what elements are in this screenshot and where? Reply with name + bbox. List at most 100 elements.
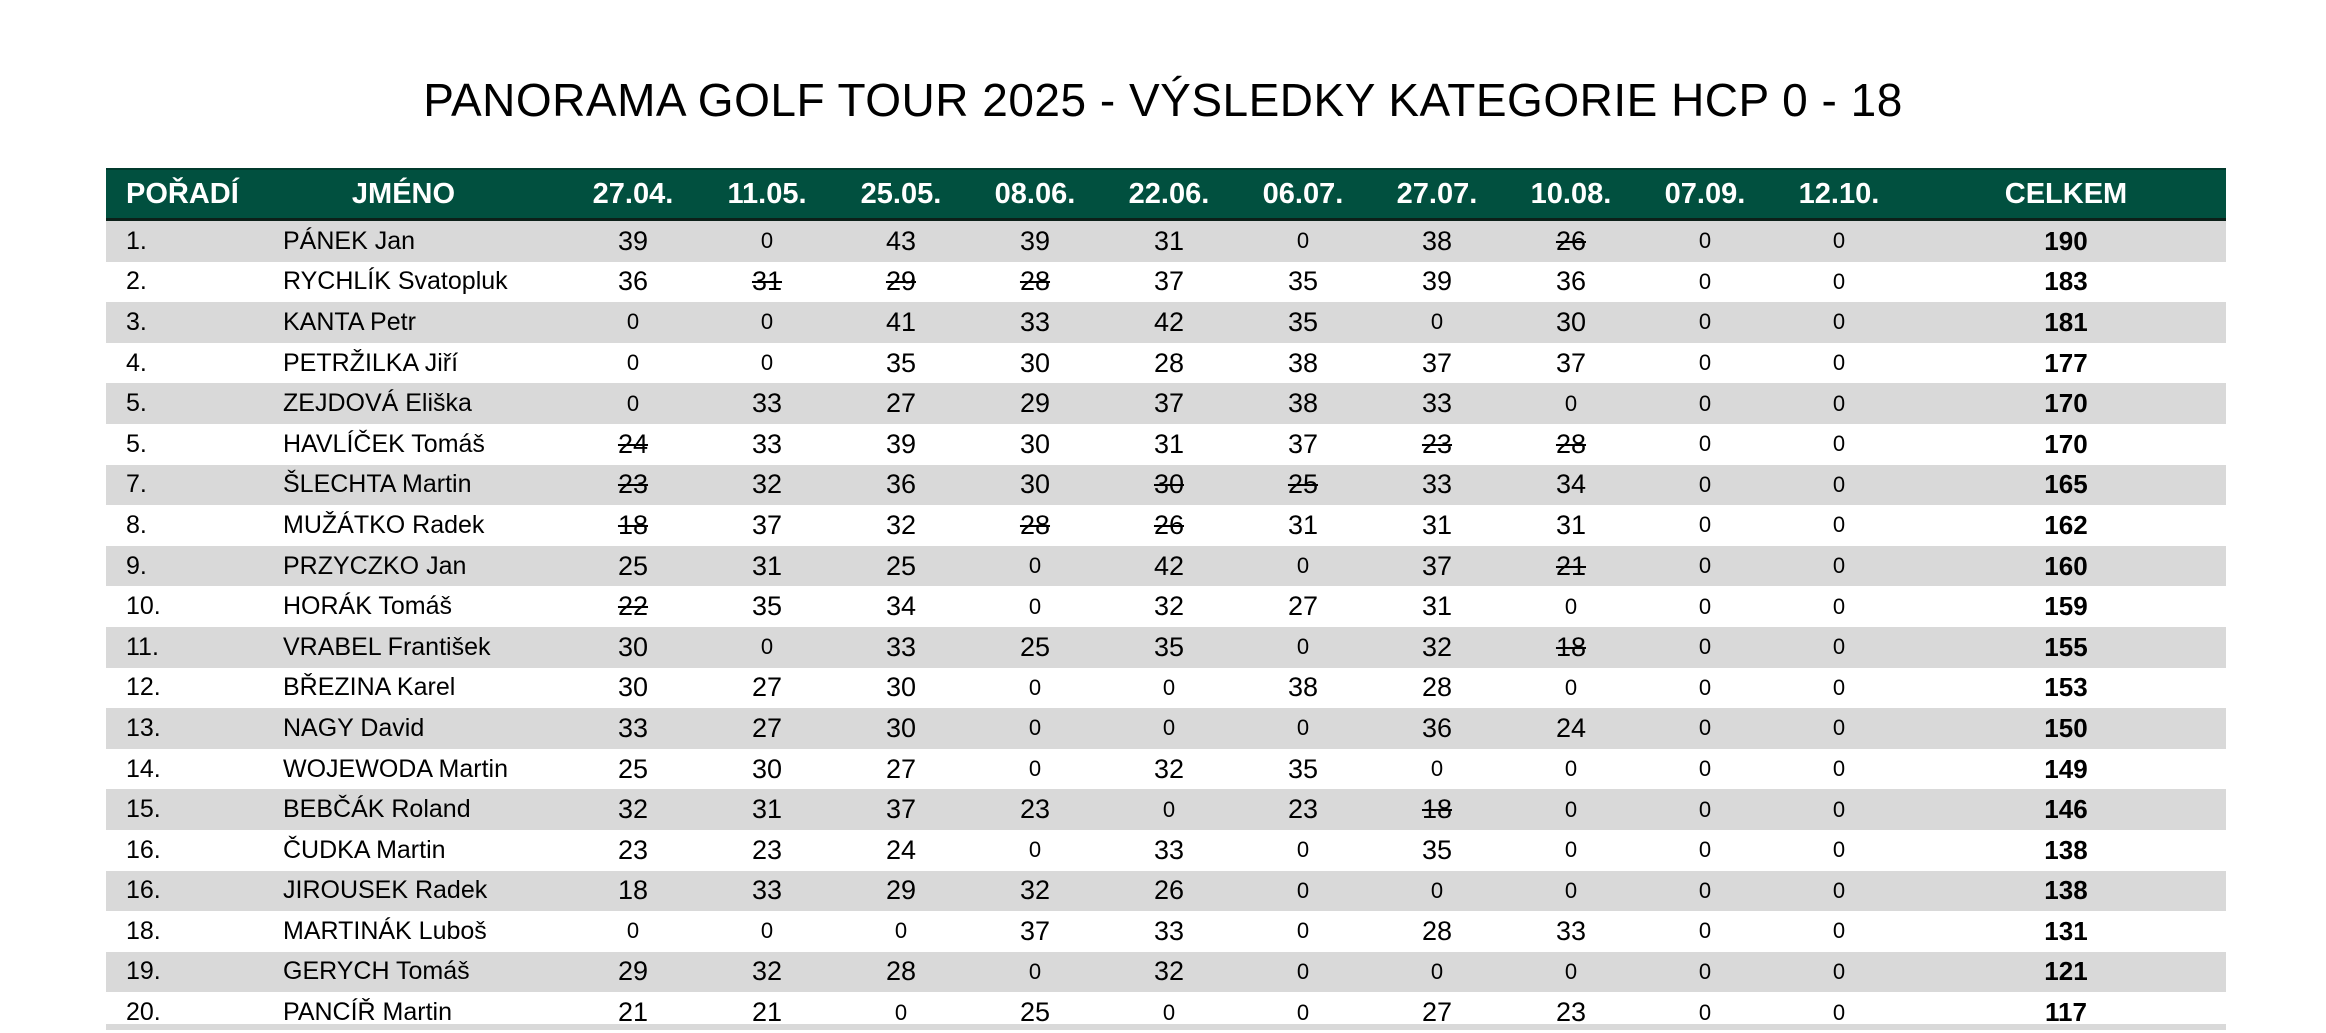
score-cell: 0 — [968, 708, 1102, 749]
rank-cell: 15. — [106, 789, 241, 830]
score-cell: 38 — [1236, 383, 1370, 424]
score-cell: 0 — [1370, 870, 1504, 912]
score-cell: 0 — [1638, 261, 1772, 303]
score-cell: 0 — [1638, 383, 1772, 424]
player-name-cell: RYCHLÍK Svatopluk — [241, 261, 566, 303]
score-cell: 30 — [1504, 302, 1638, 343]
score-cell: 0 — [1638, 708, 1772, 749]
score-cell: 0 — [1772, 829, 1906, 871]
score-cell: 0 — [1772, 870, 1906, 912]
score-cell: 0 — [1504, 667, 1638, 709]
score-cell: 26 — [1102, 870, 1236, 912]
score-cell: 0 — [566, 342, 700, 384]
score-cell: 38 — [1370, 219, 1504, 262]
score-cell: 0 — [1236, 829, 1370, 871]
score-cell: 36 — [1504, 261, 1638, 303]
score-cell: 43 — [834, 219, 968, 262]
score-cell: 0 — [834, 911, 968, 952]
score-cell: 29 — [566, 951, 700, 993]
score-cell: 35 — [1370, 829, 1504, 871]
score-cell: 0 — [1102, 789, 1236, 830]
score-cell: 37 — [1102, 261, 1236, 303]
results-table: POŘADÍ JMÉNO 27.04. 11.05. 25.05. 08.06.… — [106, 168, 2226, 1033]
table-row: 16. JIROUSEK Radek 18 33 29 32 26 0 0 0 0 0 138 — [106, 870, 2226, 912]
total-cell: 183 — [1906, 261, 2226, 303]
score-cell: 0 — [1772, 789, 1906, 830]
score-cell: 33 — [1370, 383, 1504, 424]
score-cell: 37 — [1102, 383, 1236, 424]
column-header-date: 22.06. — [1102, 168, 1236, 221]
score-cell: 25 — [834, 545, 968, 587]
score-cell: 33 — [700, 383, 834, 424]
score-cell: 29 — [834, 870, 968, 912]
player-name-cell: NAGY David — [241, 708, 566, 749]
player-name-cell: BŘEZINA Karel — [241, 667, 566, 709]
score-cell: 0 — [1772, 342, 1906, 384]
table-row: 2. RYCHLÍK Svatopluk 36 31 29 28 37 35 39 36 0 0 183 — [106, 261, 2226, 303]
score-cell: 35 — [1102, 626, 1236, 668]
score-cell: 23 — [1370, 423, 1504, 465]
score-cell: 35 — [1236, 261, 1370, 303]
player-name-cell: ZEJDOVÁ Eliška — [241, 383, 566, 424]
score-cell: 31 — [700, 261, 834, 303]
score-cell: 33 — [968, 302, 1102, 343]
page-title: PANORAMA GOLF TOUR 2025 - VÝSLEDKY KATEG… — [423, 74, 1903, 126]
score-cell: 0 — [1236, 545, 1370, 587]
score-cell: 0 — [700, 302, 834, 343]
score-cell: 36 — [566, 261, 700, 303]
score-cell: 38 — [1236, 667, 1370, 709]
score-cell: 28 — [1102, 342, 1236, 384]
score-cell: 33 — [700, 870, 834, 912]
score-cell: 24 — [566, 423, 700, 465]
score-cell: 0 — [566, 302, 700, 343]
table-row: 8. MUŽÁTKO Radek 18 37 32 28 26 31 31 31 0 0 162 — [106, 505, 2226, 546]
rank-cell: 16. — [106, 870, 241, 912]
total-cell: 131 — [1906, 911, 2226, 952]
score-cell: 0 — [1102, 708, 1236, 749]
score-cell: 33 — [1370, 464, 1504, 506]
rank-cell: 10. — [106, 586, 241, 627]
total-cell: 149 — [1906, 748, 2226, 790]
column-header-date: 10.08. — [1504, 168, 1638, 221]
score-cell: 18 — [566, 870, 700, 912]
total-cell: 155 — [1906, 626, 2226, 668]
score-cell: 30 — [700, 748, 834, 790]
score-cell: 0 — [968, 829, 1102, 871]
score-cell: 0 — [1772, 261, 1906, 303]
score-cell: 0 — [1102, 667, 1236, 709]
score-cell: 30 — [968, 423, 1102, 465]
score-cell: 0 — [968, 951, 1102, 993]
score-cell: 0 — [700, 219, 834, 262]
score-cell: 30 — [968, 464, 1102, 506]
total-cell: 121 — [1906, 951, 2226, 993]
total-cell: 159 — [1906, 586, 2226, 627]
score-cell: 0 — [1638, 626, 1772, 668]
rank-cell: 11. — [106, 626, 241, 668]
score-cell: 31 — [1236, 505, 1370, 546]
score-cell: 31 — [1102, 423, 1236, 465]
table-row: 11. VRABEL František 30 0 33 25 35 0 32 18 0 0 155 — [106, 626, 2226, 668]
table-row: 19. GERYCH Tomáš 29 32 28 0 32 0 0 0 0 0 121 — [106, 951, 2226, 993]
total-cell: 138 — [1906, 829, 2226, 871]
score-cell: 0 — [1772, 708, 1906, 749]
score-cell: 0 — [1504, 789, 1638, 830]
table-header-row: POŘADÍ JMÉNO 27.04. 11.05. 25.05. 08.06.… — [106, 168, 2226, 221]
player-name-cell: KANTA Petr — [241, 302, 566, 343]
score-cell: 23 — [700, 829, 834, 871]
player-name-cell: VRABEL František — [241, 626, 566, 668]
table-row: 14. WOJEWODA Martin 25 30 27 0 32 35 0 0 0 0 149 — [106, 748, 2226, 790]
score-cell: 0 — [1772, 951, 1906, 993]
rank-cell: 12. — [106, 667, 241, 709]
rank-cell: 3. — [106, 302, 241, 343]
total-cell: 190 — [1906, 219, 2226, 262]
score-cell: 0 — [1772, 383, 1906, 424]
score-cell: 30 — [1102, 464, 1236, 506]
score-cell: 0 — [1772, 219, 1906, 262]
rank-cell: 14. — [106, 748, 241, 790]
rank-cell: 1. — [106, 219, 241, 262]
player-name-cell: HAVLÍČEK Tomáš — [241, 423, 566, 465]
score-cell: 18 — [566, 505, 700, 546]
column-header-name: JMÉNO — [241, 168, 566, 221]
score-cell: 39 — [968, 219, 1102, 262]
score-cell: 26 — [1504, 219, 1638, 262]
